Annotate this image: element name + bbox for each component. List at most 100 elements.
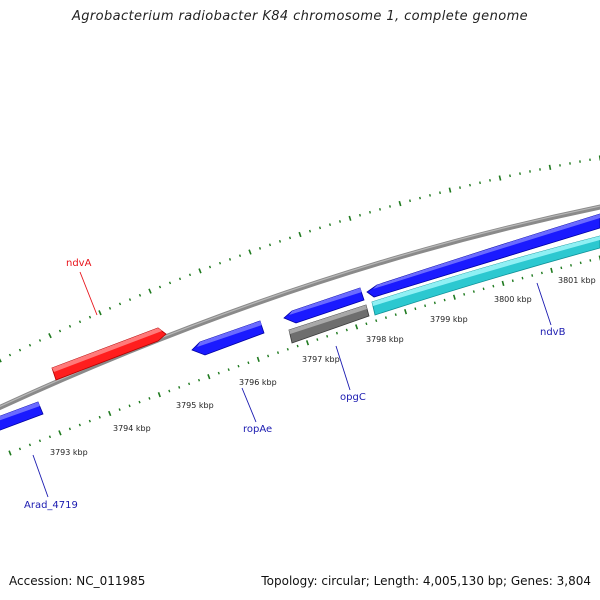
- minor-tick: [58, 329, 62, 333]
- major-tick: [8, 450, 12, 456]
- tick-label: 3795 kbp: [176, 401, 214, 410]
- minor-tick: [540, 271, 543, 275]
- minor-tick: [218, 261, 222, 265]
- minor-tick: [18, 447, 22, 451]
- minor-tick: [267, 354, 270, 358]
- ruler-labels: 3793 kbp 3794 kbp 3795 kbp 3796 kbp 3797…: [50, 276, 596, 457]
- minor-tick: [227, 368, 230, 372]
- minor-tick: [158, 285, 162, 289]
- minor-tick: [217, 371, 220, 375]
- tick-label: 3793 kbp: [50, 448, 88, 457]
- minor-tick: [589, 259, 592, 262]
- gene-label-ndvB[interactable]: ndvB: [540, 327, 566, 338]
- minor-tick: [308, 229, 312, 233]
- minor-tick: [168, 389, 171, 393]
- minor-tick: [8, 353, 12, 357]
- minor-tick: [148, 397, 151, 400]
- tick-label: 3800 kbp: [494, 295, 532, 304]
- major-tick: [98, 310, 102, 316]
- minor-tick: [247, 361, 250, 365]
- topology-label: Topology: circular; Length: 4,005,130 bp…: [261, 574, 591, 588]
- gene-ropAe[interactable]: [191, 320, 265, 356]
- major-tick: [157, 392, 161, 398]
- minor-tick: [98, 415, 101, 419]
- gene-ndvB[interactable]: [371, 235, 600, 316]
- map-title: Agrobacterium radiobacter K84 chromosome…: [71, 9, 529, 24]
- minor-tick: [237, 364, 240, 368]
- gene-opgC[interactable]: [288, 304, 370, 344]
- gene-label-ndvA[interactable]: ndvA: [66, 258, 92, 269]
- minor-tick: [459, 186, 461, 189]
- minor-tick: [365, 322, 368, 326]
- minor-tick: [489, 179, 491, 182]
- gene-label-Arad_4719[interactable]: Arad_4719: [24, 500, 78, 511]
- gene-ndvA[interactable]: [51, 327, 167, 381]
- major-tick: [404, 309, 408, 315]
- minor-tick: [409, 199, 411, 203]
- minor-tick: [316, 338, 319, 341]
- minor-tick: [318, 226, 322, 230]
- minor-tick: [424, 304, 427, 308]
- major-tick: [0, 358, 2, 363]
- major-tick: [501, 280, 505, 287]
- minor-tick: [258, 247, 262, 250]
- minor-tick: [296, 344, 299, 348]
- minor-tick: [492, 284, 495, 288]
- major-tick: [305, 340, 310, 346]
- minor-tick: [359, 213, 361, 217]
- gene-label-ropAe[interactable]: ropAe: [243, 424, 272, 435]
- major-tick: [355, 324, 359, 330]
- major-tick: [348, 215, 352, 221]
- minor-tick: [78, 320, 82, 324]
- minor-tick: [138, 293, 142, 297]
- minor-tick: [443, 298, 446, 302]
- minor-tick: [278, 239, 282, 243]
- leader-Arad_4719: [32, 454, 49, 498]
- minor-tick: [168, 281, 172, 285]
- minor-tick: [369, 210, 371, 214]
- minor-tick: [328, 223, 332, 227]
- major-tick: [207, 374, 211, 380]
- minor-tick: [375, 319, 378, 323]
- minor-tick: [479, 181, 481, 185]
- minor-tick: [286, 347, 289, 351]
- major-tick: [148, 288, 152, 294]
- minor-tick: [560, 266, 563, 270]
- major-tick: [108, 410, 112, 417]
- minor-tick: [414, 307, 417, 311]
- minor-tick: [28, 443, 32, 447]
- tick-label: 3798 kbp: [366, 335, 404, 344]
- tick-label: 3796 kbp: [239, 378, 277, 387]
- tick-label: 3799 kbp: [430, 315, 468, 324]
- major-tick: [248, 249, 252, 255]
- minor-tick: [463, 292, 466, 296]
- minor-tick: [521, 276, 524, 280]
- gene-Arad_4719[interactable]: [0, 401, 44, 432]
- inner-tick-ring: [8, 255, 600, 456]
- major-tick: [48, 333, 52, 339]
- major-tick: [550, 267, 553, 273]
- gene-outer-blue-3[interactable]: [283, 287, 365, 324]
- minor-tick: [188, 273, 192, 277]
- minor-tick: [345, 328, 348, 332]
- minor-tick: [326, 334, 329, 338]
- minor-tick: [38, 439, 42, 443]
- minor-tick: [509, 174, 511, 178]
- gene-label-opgC[interactable]: opgC: [340, 392, 366, 403]
- leader-ropAe: [241, 387, 257, 423]
- major-tick: [198, 268, 202, 274]
- minor-tick: [469, 183, 471, 187]
- minor-tick: [68, 427, 71, 431]
- major-tick: [398, 200, 402, 207]
- minor-tick: [384, 316, 387, 320]
- minor-tick: [268, 243, 272, 247]
- genome-backbone: [0, 204, 600, 411]
- minor-tick: [48, 435, 52, 439]
- tick-label: 3797 kbp: [302, 355, 340, 364]
- minor-tick: [28, 343, 32, 347]
- minor-tick: [579, 261, 582, 265]
- minor-tick: [128, 298, 132, 301]
- minor-tick: [78, 423, 81, 427]
- minor-tick: [88, 419, 91, 423]
